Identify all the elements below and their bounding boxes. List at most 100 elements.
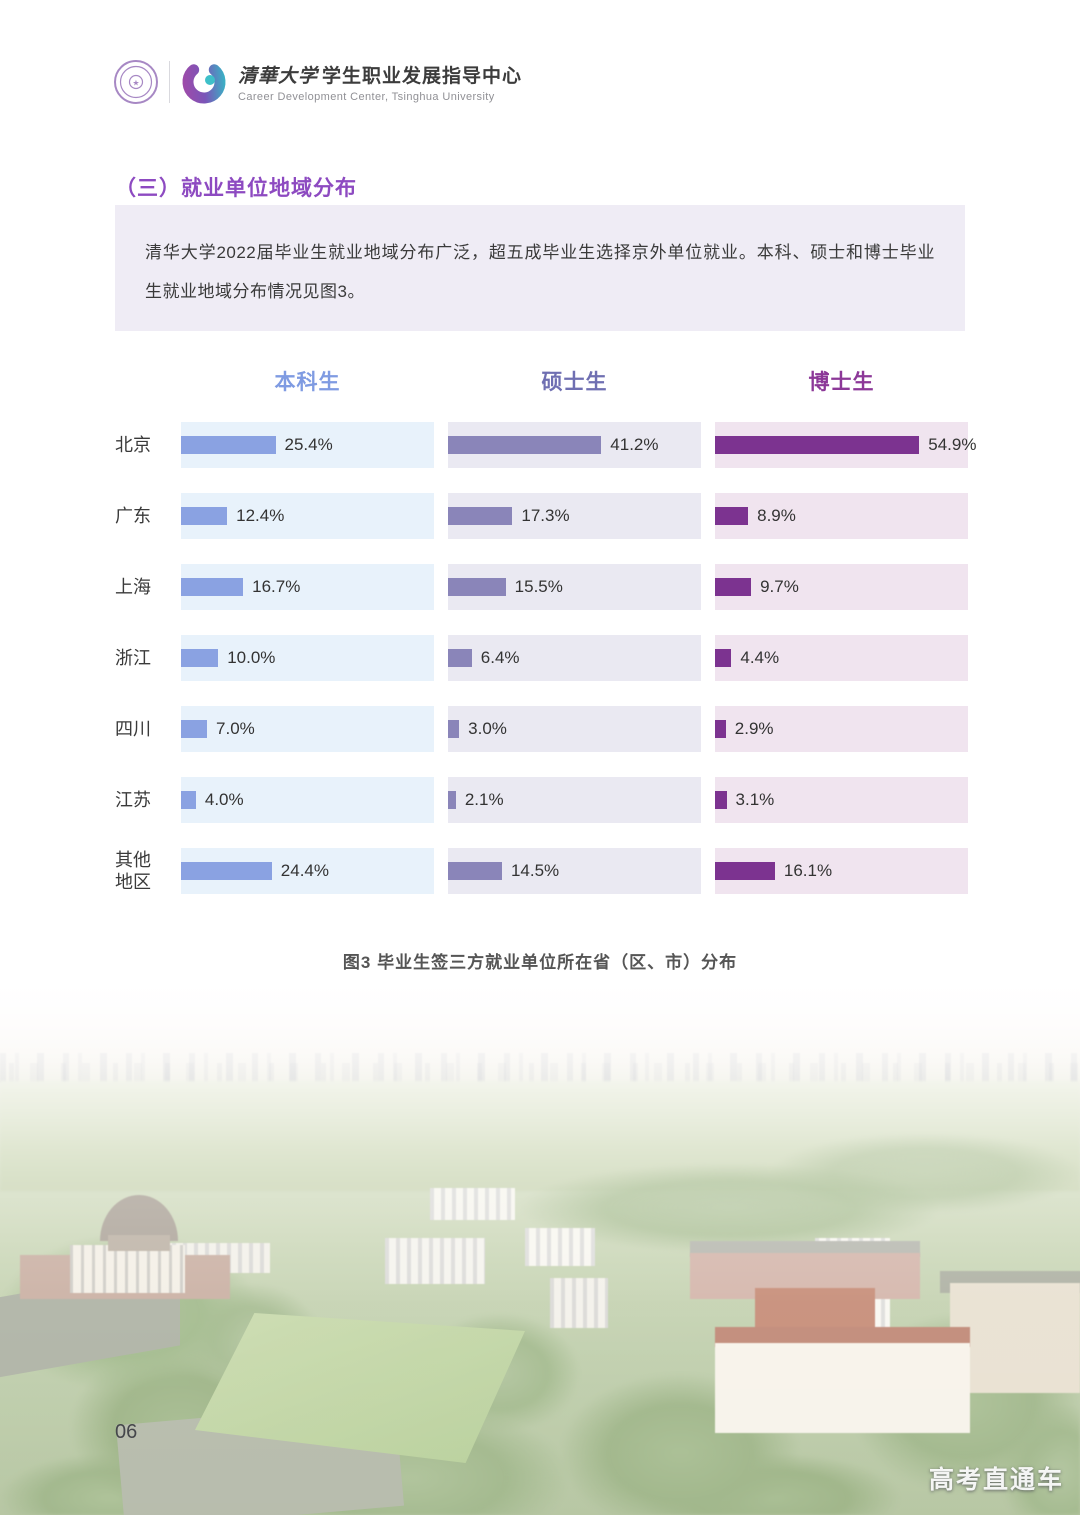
bar-value: 3.1% xyxy=(735,790,775,809)
bar xyxy=(715,720,726,738)
bar xyxy=(181,578,244,596)
bar-track: 6.4% xyxy=(448,635,701,681)
photo-white-fade xyxy=(0,983,1080,1515)
bar xyxy=(181,436,276,454)
bar xyxy=(448,649,472,667)
bar-value: 25.4% xyxy=(284,435,333,454)
bar-value: 10.0% xyxy=(227,648,276,667)
bar-track: 9.7% xyxy=(715,564,968,610)
column-header-2: 硕士生 xyxy=(541,371,608,394)
chart-rows: 北京 25.4% 41.2% 54.9% 广东 12.4% 17.3% 8.9% 上海 16.7%… xyxy=(115,422,976,894)
bar-value: 9.7% xyxy=(760,577,799,596)
bar-track: 3.0% xyxy=(448,706,701,752)
bar xyxy=(715,436,920,454)
chart-row: 北京 25.4% 41.2% 54.9% xyxy=(115,422,976,468)
region-label: 四川 xyxy=(115,719,151,739)
bar xyxy=(715,578,752,596)
bar-track: 24.4% xyxy=(181,848,434,894)
brand-calligraphy: 清華大学 xyxy=(238,66,319,87)
bar xyxy=(181,720,208,738)
bar xyxy=(448,578,506,596)
bar-value: 41.2% xyxy=(610,435,659,454)
bar-track: 17.3% xyxy=(448,493,701,539)
intro-box: 清华大学2022届毕业生就业地域分布广泛，超五成毕业生选择京外单位就业。本科、硕… xyxy=(115,205,965,331)
bar xyxy=(181,791,196,809)
intro-text: 清华大学2022届毕业生就业地域分布广泛，超五成毕业生选择京外单位就业。本科、硕… xyxy=(145,243,935,301)
brand-divider xyxy=(169,61,170,103)
bar-track: 16.1% xyxy=(715,848,968,894)
bar-track: 3.1% xyxy=(715,777,968,823)
bar xyxy=(715,649,732,667)
bar-track: 15.5% xyxy=(448,564,701,610)
cdc-logo-icon xyxy=(182,60,226,104)
bar-track: 4.4% xyxy=(715,635,968,681)
page-number: 06 xyxy=(115,1421,138,1443)
bar-track: 2.1% xyxy=(448,777,701,823)
column-header-1: 本科生 xyxy=(274,371,341,394)
chart-row: 江苏 4.0% 2.1% 3.1% xyxy=(115,777,968,823)
column-header-3: 博士生 xyxy=(808,371,875,394)
bar xyxy=(448,436,602,454)
figure-caption: 图3 毕业生签三方就业单位所在省（区、市）分布 xyxy=(342,953,738,972)
bar-value: 15.5% xyxy=(514,577,563,596)
bar-value: 14.5% xyxy=(510,861,560,880)
bar-value: 24.4% xyxy=(280,861,329,880)
brand-english: Career Development Center, Tsinghua Univ… xyxy=(238,91,495,103)
bar-value: 8.9% xyxy=(757,506,796,525)
bar-track: 16.7% xyxy=(181,564,434,610)
bar-value: 6.4% xyxy=(480,648,520,667)
brand-text: 清華大学 学生职业发展指导中心 Career Development Center… xyxy=(238,61,522,103)
svg-text:★: ★ xyxy=(132,79,139,88)
bar-value: 4.4% xyxy=(740,648,780,667)
bar xyxy=(448,720,460,738)
bar-track: 7.0% xyxy=(181,706,434,752)
chart-row: 上海 16.7% 15.5% 9.7% xyxy=(115,564,968,610)
region-label: 浙江 xyxy=(115,648,151,668)
bar-value: 3.0% xyxy=(468,719,507,738)
bar xyxy=(448,791,456,809)
bar-value: 7.0% xyxy=(216,719,255,738)
bar xyxy=(181,862,272,880)
bar-track: 2.9% xyxy=(715,706,968,752)
employment-region-chart: 本科生 硕士生 博士生 北京 25.4% 41.2% 54.9% 广东 12.4% 17.3% 8… xyxy=(115,366,976,919)
chart-row: 浙江 10.0% 6.4% 4.4% xyxy=(115,635,968,681)
bar-track: 14.5% xyxy=(448,848,701,894)
bar-value: 4.0% xyxy=(204,790,244,809)
bar xyxy=(715,862,775,880)
bar-value: 17.3% xyxy=(521,506,570,525)
region-label: 其他地区 xyxy=(115,850,151,892)
chart-row: 其他地区 24.4% 14.5% 16.1% xyxy=(115,848,968,894)
chart-row: 广东 12.4% 17.3% 8.9% xyxy=(115,493,968,539)
bar-value: 12.4% xyxy=(236,506,285,525)
bar-track: 4.0% xyxy=(181,777,434,823)
bar xyxy=(448,507,513,525)
region-label: 北京 xyxy=(115,435,151,455)
campus-photo xyxy=(0,983,1080,1515)
watermark-text: 高考直通车 xyxy=(928,1466,1064,1494)
region-label: 江苏 xyxy=(115,790,151,810)
tsinghua-seal-icon: ★ xyxy=(114,60,158,104)
bar-value: 2.1% xyxy=(464,790,504,809)
header-brand: ★ 清華大学 学生职业发展指导中心 Career Development Cent… xyxy=(113,58,522,106)
bar-track: 41.2% xyxy=(448,422,701,468)
bar xyxy=(181,507,228,525)
bar xyxy=(715,507,749,525)
region-label: 上海 xyxy=(115,577,151,597)
bar xyxy=(448,862,502,880)
bar-value: 2.9% xyxy=(734,719,774,738)
bar-track: 10.0% xyxy=(181,635,434,681)
bar-track: 12.4% xyxy=(181,493,434,539)
bar-value: 16.7% xyxy=(252,577,301,596)
chart-column-headers: 本科生 硕士生 博士生 xyxy=(115,366,968,396)
bar-value: 54.9% xyxy=(928,435,977,454)
bar-value: 16.1% xyxy=(783,861,833,880)
bar-track: 25.4% xyxy=(181,422,434,468)
bar-track: 8.9% xyxy=(715,493,968,539)
region-label: 广东 xyxy=(115,506,151,526)
chart-row: 四川 7.0% 3.0% 2.9% xyxy=(115,706,968,752)
section-title: （三）就业单位地域分布 xyxy=(115,177,357,201)
brand-title: 清華大学 学生职业发展指导中心 xyxy=(238,61,522,88)
bar xyxy=(181,649,219,667)
brand-dept: 学生职业发展指导中心 xyxy=(322,66,523,87)
